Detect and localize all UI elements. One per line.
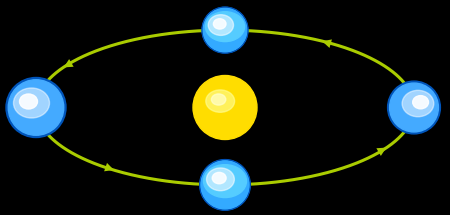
Ellipse shape bbox=[207, 168, 234, 191]
Ellipse shape bbox=[200, 160, 250, 210]
Ellipse shape bbox=[6, 77, 66, 138]
Ellipse shape bbox=[193, 75, 257, 140]
Ellipse shape bbox=[413, 96, 428, 109]
Ellipse shape bbox=[208, 15, 234, 35]
Ellipse shape bbox=[390, 83, 438, 132]
Ellipse shape bbox=[203, 8, 247, 52]
Ellipse shape bbox=[213, 19, 226, 29]
Ellipse shape bbox=[387, 81, 441, 134]
Ellipse shape bbox=[14, 88, 50, 118]
Ellipse shape bbox=[201, 161, 249, 209]
Ellipse shape bbox=[8, 80, 64, 135]
Ellipse shape bbox=[203, 165, 247, 198]
Ellipse shape bbox=[206, 90, 234, 112]
Ellipse shape bbox=[212, 172, 226, 184]
Ellipse shape bbox=[402, 90, 434, 117]
Ellipse shape bbox=[19, 94, 37, 109]
Ellipse shape bbox=[202, 7, 248, 53]
Ellipse shape bbox=[212, 94, 226, 105]
Ellipse shape bbox=[206, 12, 244, 41]
